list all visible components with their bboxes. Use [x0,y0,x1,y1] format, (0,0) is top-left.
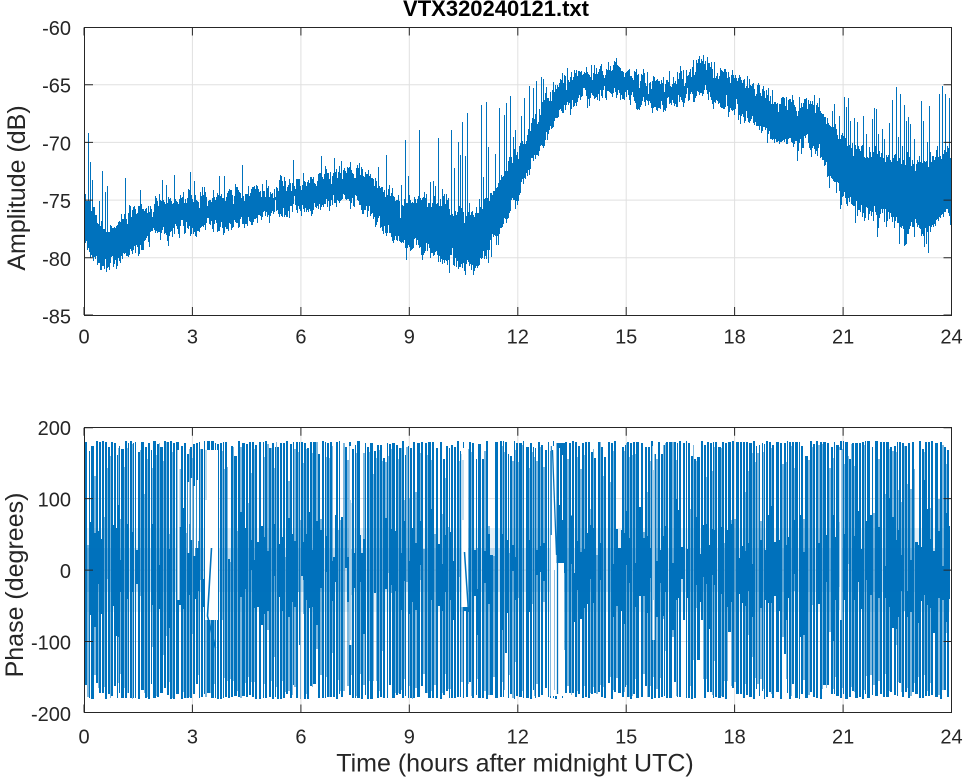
svg-text:9: 9 [404,327,415,349]
svg-text:-75: -75 [42,191,71,213]
svg-text:0: 0 [60,561,71,583]
svg-text:21: 21 [832,727,854,749]
svg-text:24: 24 [940,327,962,349]
svg-text:-65: -65 [42,76,71,98]
svg-text:18: 18 [723,327,745,349]
svg-text:-85: -85 [42,307,71,329]
svg-text:21: 21 [832,327,854,349]
svg-text:9: 9 [404,727,415,749]
svg-text:Time (hours after midnight UTC: Time (hours after midnight UTC) [336,750,694,778]
svg-text:Amplitude (dB): Amplitude (dB) [3,105,31,270]
svg-text:-200: -200 [31,704,71,726]
svg-text:24: 24 [940,727,962,749]
svg-text:-60: -60 [42,18,71,40]
svg-text:15: 15 [615,727,637,749]
svg-text:18: 18 [723,727,745,749]
svg-text:-80: -80 [42,249,71,271]
svg-text:0: 0 [78,727,89,749]
svg-text:-100: -100 [31,633,71,655]
svg-text:100: 100 [38,490,71,512]
svg-text:6: 6 [295,727,306,749]
svg-text:Phase (degrees): Phase (degrees) [1,493,29,678]
svg-text:3: 3 [187,727,198,749]
svg-text:VTX320240121.txt: VTX320240121.txt [403,0,590,21]
svg-text:200: 200 [38,418,71,440]
svg-text:0: 0 [78,327,89,349]
svg-text:15: 15 [615,327,637,349]
svg-text:3: 3 [187,327,198,349]
svg-text:6: 6 [295,327,306,349]
svg-text:12: 12 [507,727,529,749]
svg-text:12: 12 [507,327,529,349]
svg-text:-70: -70 [42,133,71,155]
